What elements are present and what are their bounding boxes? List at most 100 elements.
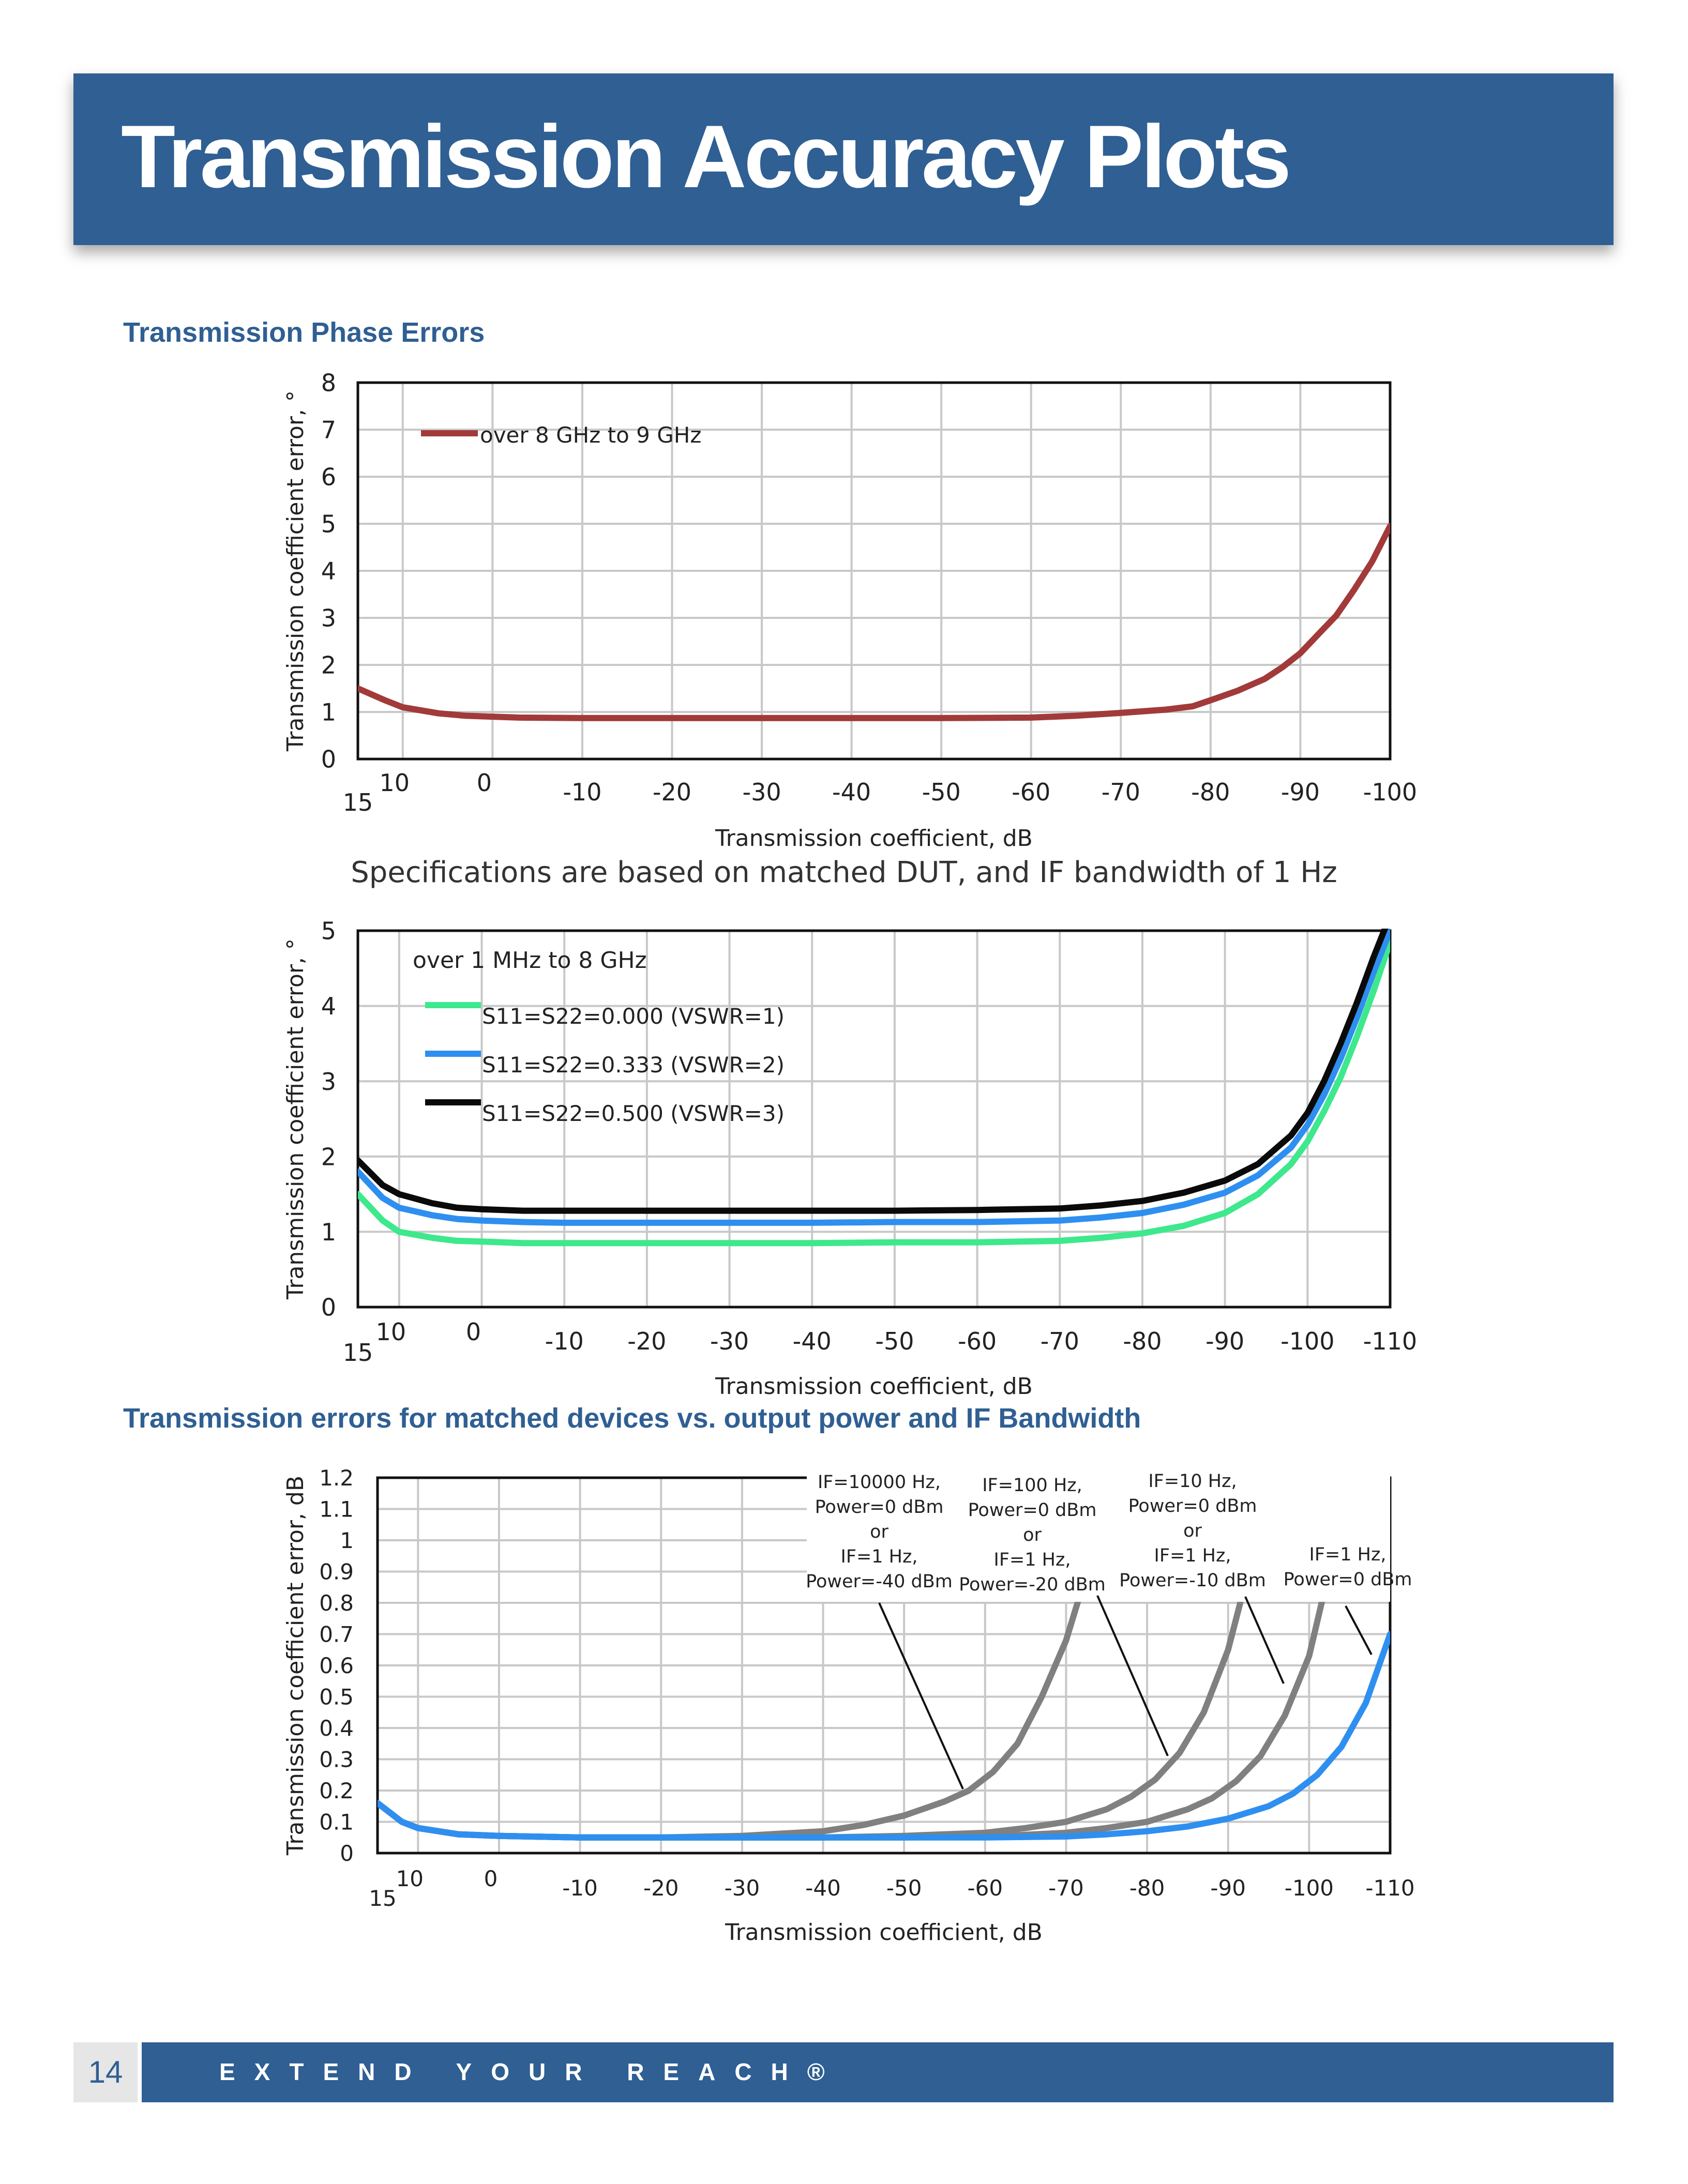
legend-title: over 1 MHz to 8 GHz — [413, 947, 647, 974]
x-tick-label: 15 — [369, 1886, 396, 1911]
annotation-text-3: or — [1183, 1521, 1202, 1541]
x-tick-label: -80 — [1191, 778, 1230, 806]
y-tick-label: 5 — [321, 510, 336, 538]
x-tick-label: -90 — [1205, 1327, 1244, 1355]
y-tick-label: 0.3 — [319, 1747, 354, 1772]
annotation-text-2: Power=0 dBm — [968, 1500, 1097, 1521]
x-tick-label: 15 — [343, 788, 373, 816]
x-tick-label: -110 — [1365, 1875, 1414, 1901]
section-title-if-bandwidth: Transmission errors for matched devices … — [123, 1403, 1141, 1434]
y-tick-label: 0 — [321, 1294, 336, 1322]
x-axis-label: Transmission coefficient, dB — [715, 825, 1033, 852]
x-axis-label: Transmission coefficient, dB — [725, 1919, 1043, 1946]
x-tick-label: -70 — [1041, 1327, 1079, 1355]
x-tick-label: 0 — [466, 1318, 481, 1346]
annotation-leader-2 — [1096, 1595, 1169, 1756]
y-tick-label: 1.1 — [319, 1497, 354, 1522]
x-tick-label: -10 — [545, 1327, 584, 1355]
y-tick-label: 1.2 — [319, 1465, 354, 1491]
x-tick-label: -90 — [1281, 778, 1320, 806]
y-tick-label: 2 — [321, 651, 336, 679]
annotation-text-1: Power=-40 dBm — [806, 1571, 953, 1592]
annotation-leader-4 — [1345, 1605, 1373, 1655]
y-tick-label: 1 — [321, 699, 336, 726]
x-tick-label: 10 — [396, 1866, 424, 1891]
x-tick-label: -50 — [875, 1327, 914, 1355]
x-tick-label: -40 — [793, 1327, 832, 1355]
y-tick-label: 0 — [321, 746, 336, 774]
x-tick-label: -100 — [1285, 1875, 1334, 1901]
page-header: Transmission Accuracy Plots — [73, 73, 1614, 245]
y-tick-label: 0 — [340, 1841, 354, 1866]
x-tick-label: -40 — [805, 1875, 841, 1901]
y-tick-label: 1 — [340, 1528, 354, 1553]
y-tick-label: 0.2 — [319, 1778, 354, 1803]
y-tick-label: 0.6 — [319, 1653, 354, 1678]
y-tick-label: 0.5 — [319, 1685, 354, 1710]
series-line-3 — [358, 929, 1389, 1214]
section-title-phase-errors: Transmission Phase Errors — [123, 317, 485, 348]
annotation-text-3: IF=1 Hz, — [1154, 1545, 1231, 1566]
series-line-2 — [378, 1584, 1247, 1841]
y-tick-label: 0.7 — [319, 1622, 354, 1647]
x-tick-label: -30 — [725, 1875, 760, 1901]
x-tick-label: -20 — [653, 778, 691, 806]
x-tick-label: -10 — [562, 1875, 598, 1901]
y-tick-label: 5 — [321, 917, 336, 945]
footer-slogan: EXTEND YOUR REACH® — [219, 2058, 844, 2085]
annotation-text-2: or — [1023, 1525, 1042, 1545]
annotation-leader-3 — [1244, 1596, 1285, 1684]
x-tick-label: -20 — [643, 1875, 679, 1901]
x-tick-label: 10 — [376, 1318, 406, 1346]
x-tick-label: -70 — [1102, 778, 1140, 806]
y-tick-label: 0.9 — [319, 1559, 354, 1585]
x-tick-label: -100 — [1280, 1327, 1334, 1355]
x-tick-label: -20 — [627, 1327, 666, 1355]
annotation-text-3: IF=10 Hz, — [1148, 1471, 1237, 1492]
y-tick-label: 2 — [321, 1143, 336, 1171]
y-tick-label: 3 — [321, 1068, 336, 1096]
page-title: Transmission Accuracy Plots — [121, 107, 1291, 206]
x-tick-label: -60 — [967, 1875, 1003, 1901]
y-tick-label: 8 — [321, 369, 336, 397]
x-tick-label: -90 — [1210, 1875, 1246, 1901]
plot-frame — [356, 929, 1392, 1309]
y-tick-label: 4 — [321, 557, 336, 585]
annotation-text-4: IF=1 Hz, — [1309, 1544, 1386, 1565]
y-axis-label: Transmission coefficient error, ° — [282, 938, 309, 1300]
y-axis-label: Transmission coefficient error, dB — [282, 1476, 309, 1856]
x-tick-label: -50 — [922, 778, 961, 806]
specification-note: Specifications are based on matched DUT,… — [351, 856, 1337, 889]
series-line-4 — [378, 1631, 1390, 1841]
annotation-text-1: Power=0 dBm — [815, 1497, 944, 1518]
x-tick-label: -80 — [1123, 1327, 1162, 1355]
y-tick-label: 6 — [321, 463, 336, 491]
x-tick-label: -40 — [832, 778, 871, 806]
annotation-text-1: or — [870, 1522, 888, 1542]
x-tick-label: -50 — [886, 1875, 922, 1901]
y-tick-label: 0.1 — [319, 1810, 354, 1835]
x-tick-label: -10 — [563, 778, 601, 806]
series-line-1 — [358, 938, 1390, 1247]
legend-label: S11=S22=0.333 (VSWR=2) — [482, 1052, 785, 1078]
footer-bar: EXTEND YOUR REACH® — [142, 2042, 1614, 2102]
annotation-text-3: Power=0 dBm — [1128, 1496, 1257, 1516]
legend-label: S11=S22=0.000 (VSWR=1) — [482, 1004, 785, 1029]
x-tick-label: 0 — [477, 769, 492, 797]
annotation-leader-1 — [878, 1602, 964, 1789]
y-tick-label: 3 — [321, 604, 336, 632]
x-tick-label: -110 — [1363, 1327, 1417, 1355]
annotation-text-1: IF=1 Hz, — [841, 1546, 918, 1567]
x-tick-label: 15 — [343, 1339, 373, 1367]
x-tick-label: -30 — [742, 778, 781, 806]
annotation-text-2: IF=100 Hz, — [982, 1475, 1082, 1496]
page-number: 14 — [73, 2042, 138, 2102]
annotation-text-2: IF=1 Hz, — [994, 1550, 1071, 1570]
y-tick-label: 0.8 — [319, 1590, 354, 1616]
annotation-text-3: Power=-10 dBm — [1119, 1570, 1266, 1591]
legend-label: S11=S22=0.500 (VSWR=3) — [482, 1101, 785, 1126]
x-tick-label: -60 — [1012, 778, 1050, 806]
plot-frame — [356, 381, 1392, 761]
